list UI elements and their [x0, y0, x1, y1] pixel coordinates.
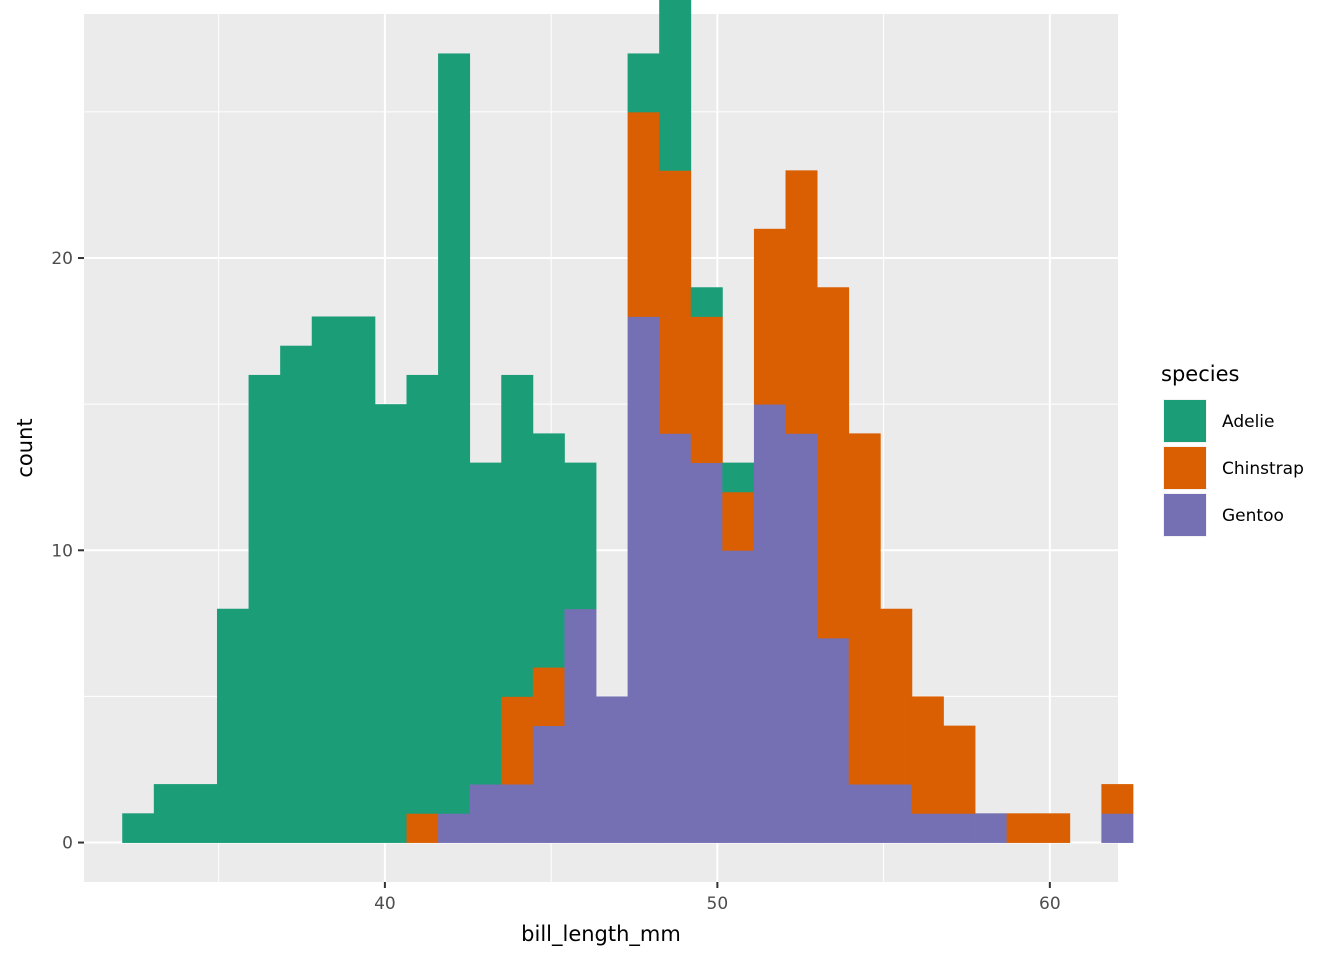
bar-adelie-bin-14	[564, 462, 597, 610]
bar-gentoo-bin-24	[880, 784, 913, 843]
bar-gentoo-bin-11	[469, 784, 502, 843]
bar-adelie-bin-13	[532, 433, 565, 668]
bar-chinstrap-bin-25	[911, 696, 944, 814]
bar-chinstrap-bin-24	[880, 608, 913, 785]
bar-adelie-bin-7	[343, 316, 376, 843]
y-tick-label: 10	[51, 541, 73, 561]
bar-adelie-bin-19	[722, 462, 755, 493]
x-axis: 40 50 60	[374, 882, 1061, 914]
bar-chinstrap-bin-26	[943, 725, 976, 814]
bar-chinstrap-bin-23	[848, 433, 881, 785]
legend-swatch-adelie	[1164, 400, 1206, 442]
bar-gentoo-bin-15	[596, 696, 628, 843]
bar-chinstrap-bin-12	[501, 696, 534, 785]
bar-chinstrap-bin-9	[406, 813, 439, 843]
bar-chinstrap-bin-20	[753, 228, 786, 405]
legend-swatch-chinstrap	[1164, 447, 1206, 489]
bar-gentoo-bin-13	[532, 725, 565, 843]
y-axis-title: count	[13, 418, 37, 477]
bar-gentoo-bin-10	[438, 813, 471, 843]
x-tick-label: 60	[1039, 894, 1061, 914]
bar-chinstrap-bin-16	[627, 111, 660, 317]
y-axis: 0 10 20	[51, 249, 84, 854]
bar-adelie-bin-4	[248, 374, 281, 843]
bar-gentoo-bin-16	[627, 316, 660, 843]
bar-adelie-bin-0	[122, 813, 155, 843]
legend-label-adelie: Adelie	[1222, 412, 1275, 432]
bar-adelie-bin-8	[374, 404, 407, 843]
bar-chinstrap-bin-21	[785, 170, 818, 434]
bar-adelie-bin-10	[438, 53, 471, 814]
bar-gentoo-bin-20	[753, 404, 786, 843]
bar-adelie-bin-18	[690, 287, 723, 317]
legend: species Adelie Chinstrap Gentoo	[1161, 362, 1304, 537]
x-tick-label: 40	[374, 894, 396, 914]
bar-chinstrap-bin-29	[1038, 813, 1071, 843]
bar-adelie-bin-17	[659, 0, 692, 171]
legend-label-chinstrap: Chinstrap	[1222, 459, 1304, 479]
bar-gentoo-bin-26	[943, 813, 976, 843]
bar-gentoo-bin-12	[501, 784, 534, 843]
x-axis-title: bill_length_mm	[521, 922, 681, 947]
bar-adelie-bin-6	[311, 316, 344, 843]
bar-gentoo-bin-21	[785, 433, 818, 843]
y-tick-label: 20	[51, 249, 73, 269]
bar-chinstrap-bin-22	[817, 287, 850, 639]
bar-adelie-bin-12	[501, 374, 534, 697]
bar-gentoo-bin-22	[817, 637, 850, 843]
y-tick-label: 0	[62, 834, 73, 854]
bar-chinstrap-bin-17	[659, 170, 692, 434]
bar-adelie-bin-2	[185, 784, 218, 843]
bar-chinstrap-bin-19	[722, 491, 755, 551]
bar-gentoo-bin-17	[659, 433, 692, 843]
legend-swatch-gentoo	[1164, 494, 1206, 536]
legend-label-gentoo: Gentoo	[1222, 506, 1284, 526]
bar-gentoo-bin-23	[848, 784, 881, 843]
bar-chinstrap-bin-28	[1006, 813, 1039, 843]
bar-adelie-bin-3	[216, 608, 249, 843]
x-tick-label: 50	[707, 894, 729, 914]
bar-gentoo-bin-27	[975, 813, 1008, 843]
legend-title: species	[1161, 362, 1239, 386]
bar-gentoo-bin-19	[722, 550, 755, 843]
bar-adelie-bin-11	[469, 462, 502, 785]
bar-adelie-bin-1	[153, 784, 186, 843]
bar-chinstrap-bin-18	[690, 316, 723, 464]
bar-adelie-bin-16	[627, 53, 660, 113]
bar-gentoo-bin-14	[564, 608, 597, 843]
bar-gentoo-bin-25	[911, 813, 944, 843]
bar-gentoo-bin-18	[690, 462, 723, 843]
bar-chinstrap-bin-13	[532, 667, 565, 727]
bar-chinstrap-bin-31	[1101, 784, 1134, 814]
bar-adelie-bin-5	[280, 345, 313, 843]
bar-gentoo-bin-31	[1101, 813, 1134, 843]
histogram-bars	[122, 0, 1134, 843]
bar-adelie-bin-9	[406, 374, 439, 814]
